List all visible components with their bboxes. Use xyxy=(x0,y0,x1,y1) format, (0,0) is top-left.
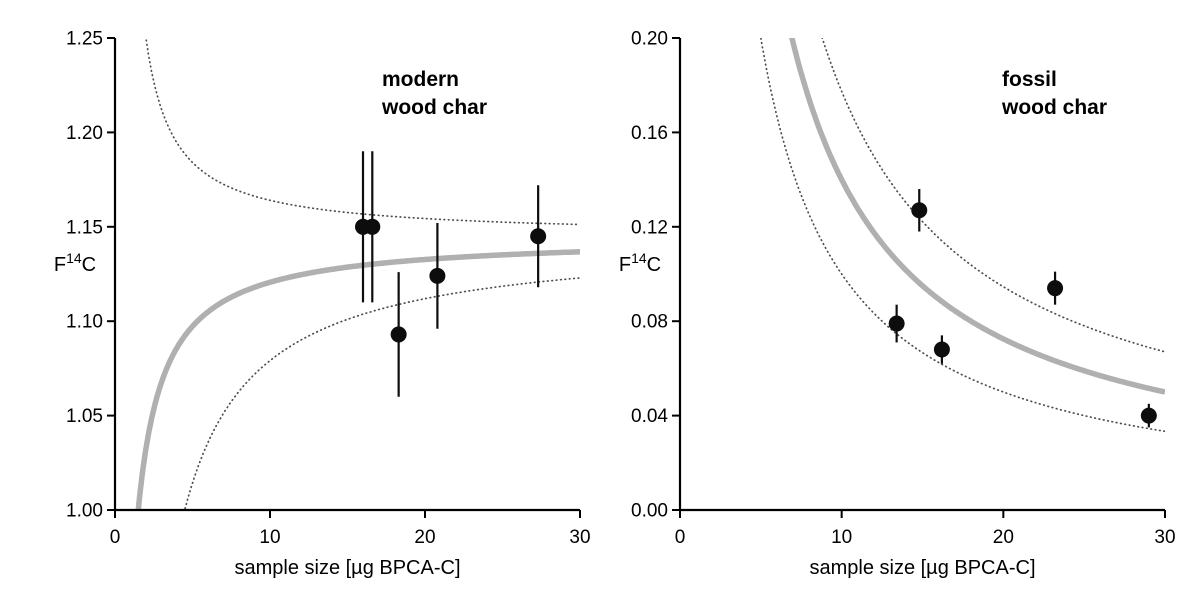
panel-title-line: modern xyxy=(382,68,459,91)
y-tick-label: 1.05 xyxy=(66,406,103,427)
x-tick-label: 0 xyxy=(110,527,121,548)
y-tick-label: 0.12 xyxy=(631,217,668,238)
x-tick-label: 10 xyxy=(831,527,852,548)
data-point xyxy=(933,341,950,358)
x-tick-label: 0 xyxy=(675,527,686,548)
data-point xyxy=(530,228,547,245)
y-tick-label: 0.08 xyxy=(631,312,668,333)
y-tick-label: 1.25 xyxy=(66,29,103,50)
y-tick-label: 0.16 xyxy=(631,123,668,144)
ci-upper-curve xyxy=(145,38,580,226)
model-fit-curve xyxy=(789,38,1165,395)
y-tick-label: 1.15 xyxy=(66,217,103,238)
axes xyxy=(113,38,580,512)
data-point xyxy=(1140,407,1157,424)
ci-lower-curve xyxy=(759,38,1165,433)
y-tick-label: 1.00 xyxy=(66,501,103,522)
x-tick-label: 20 xyxy=(414,527,435,548)
y-tick-label: 0.20 xyxy=(631,29,668,50)
x-axis-title: sample size [µg BPCA-C] xyxy=(234,557,460,579)
y-tick-label: 0.00 xyxy=(631,501,668,522)
x-tick-label: 30 xyxy=(1154,527,1175,548)
x-tick-label: 30 xyxy=(569,527,590,548)
panel-fossil-wood-char: 0 10 20 30 0.00 0.04 0.08 0.12 0.16 0.20 sample si… xyxy=(619,29,1176,580)
y-tick-label: 1.10 xyxy=(66,312,103,333)
ci-lower-curve xyxy=(183,277,580,510)
y-axis-title: F14C xyxy=(619,250,661,276)
model-fit-curve xyxy=(135,249,580,510)
data-point xyxy=(390,326,407,343)
ci-upper-curve xyxy=(821,38,1165,353)
data-point xyxy=(364,218,381,235)
x-tick-label: 20 xyxy=(993,527,1014,548)
y-tick-label: 0.04 xyxy=(631,406,668,427)
data-point xyxy=(911,202,928,219)
data-point xyxy=(429,267,446,284)
panel-modern-wood-char: 0 10 20 30 1.00 1.05 1.10 1.15 1.20 1.25 sample si… xyxy=(54,29,591,580)
panel-title-line: wood char xyxy=(1001,96,1107,119)
y-axis-title: F14C xyxy=(54,250,96,276)
panel-title-line: fossil xyxy=(1002,68,1057,91)
data-point xyxy=(1047,280,1064,297)
data-point xyxy=(888,315,905,332)
x-tick-label: 10 xyxy=(259,527,280,548)
panel-title-line: wood char xyxy=(381,96,487,119)
x-axis-title: sample size [µg BPCA-C] xyxy=(809,557,1035,579)
y-tick-label: 1.20 xyxy=(66,123,103,144)
